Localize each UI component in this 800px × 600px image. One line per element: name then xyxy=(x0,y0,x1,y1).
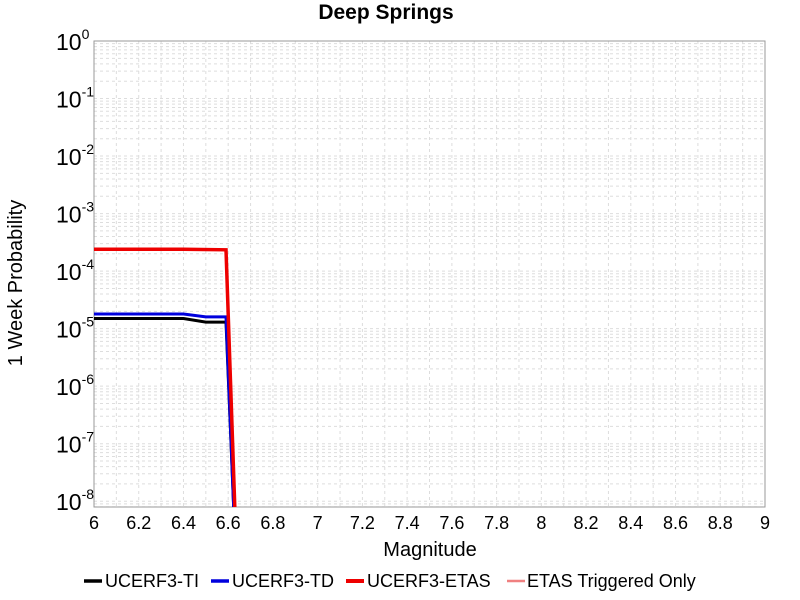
x-tick-label: 8.8 xyxy=(708,513,733,533)
y-tick-label: 10-8 xyxy=(56,486,94,515)
x-axis-ticks: 6 6.2 6.4 6.6 6.8 7 7.2 7.4 7.6 7.8 8 8.2 8.4 8.6 8.8 9 xyxy=(89,513,770,533)
y-tick-label: 10-1 xyxy=(56,84,94,113)
series-lines xyxy=(94,247,237,507)
x-tick-label: 7.6 xyxy=(439,513,464,533)
x-tick-label: 9 xyxy=(760,513,770,533)
y-axis-label: 1 Week Probability xyxy=(5,200,27,366)
legend-label: UCERF3-TI xyxy=(105,571,199,591)
x-axis-label: Magnitude xyxy=(383,539,476,561)
legend-label: UCERF3-ETAS xyxy=(367,571,491,591)
x-tick-label: 7.2 xyxy=(350,513,375,533)
legend-label: ETAS Triggered Only xyxy=(527,571,696,591)
grid xyxy=(93,41,766,508)
x-tick-label: 6.6 xyxy=(216,513,241,533)
x-tick-label: 8.2 xyxy=(574,513,599,533)
x-tick-label: 6.8 xyxy=(260,513,285,533)
x-tick-label: 6 xyxy=(89,513,99,533)
chart-title: Deep Springs xyxy=(318,1,453,24)
x-tick-label: 8.6 xyxy=(663,513,688,533)
x-tick-label: 6.4 xyxy=(171,513,196,533)
series-line xyxy=(94,317,236,507)
y-tick-label: 10-5 xyxy=(56,314,94,343)
x-tick-label: 8.4 xyxy=(618,513,643,533)
y-tick-label: 10-2 xyxy=(56,141,94,170)
plot-area xyxy=(93,40,766,508)
y-tick-label: 100 xyxy=(56,26,90,55)
series-line xyxy=(94,247,237,507)
x-tick-label: 6.2 xyxy=(126,513,151,533)
x-tick-label: 7 xyxy=(313,513,323,533)
x-tick-label: 8 xyxy=(536,513,546,533)
y-tick-label: 10-6 xyxy=(56,371,94,400)
y-axis-ticks: 100 10-1 10-2 10-3 10-4 10-5 10-6 10-7 10-8 xyxy=(56,26,94,515)
y-tick-label: 10-3 xyxy=(56,199,94,228)
y-tick-label: 10-7 xyxy=(56,429,94,458)
y-tick-label: 10-4 xyxy=(56,256,94,285)
x-tick-label: 7.4 xyxy=(395,513,420,533)
legend: UCERF3-TI UCERF3-TD UCERF3-ETAS ETAS Trigge… xyxy=(84,571,696,591)
x-tick-label: 7.8 xyxy=(484,513,509,533)
series-line xyxy=(94,312,236,507)
legend-label: UCERF3-TD xyxy=(232,571,334,591)
